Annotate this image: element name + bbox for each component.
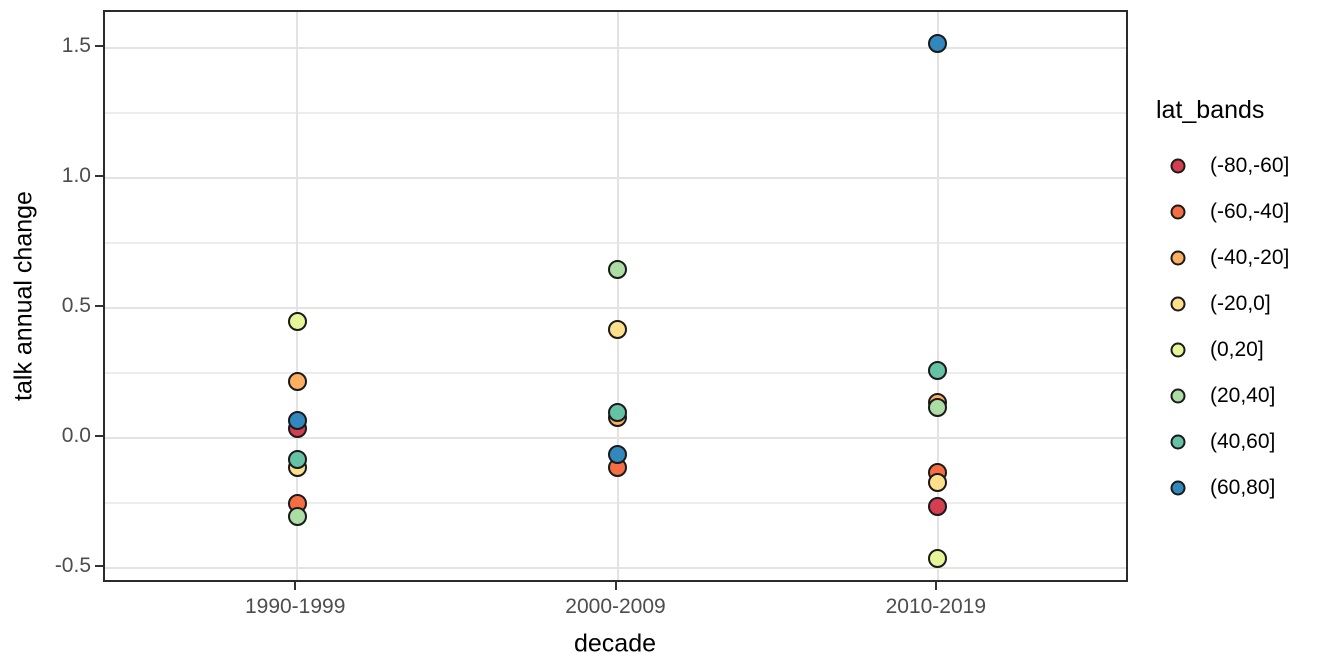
data-point: [928, 361, 948, 381]
data-point: [608, 444, 627, 464]
legend-items: (-80,-60] (-60,-40] (-40,-20] (-20,0] (0,20]…: [1156, 143, 1289, 511]
legend-item-label: (-80,-60]: [1210, 154, 1290, 177]
gridline-minor-horizontal: [105, 242, 1126, 245]
legend-item-label: (20,40]: [1210, 384, 1276, 407]
data-point: [287, 311, 307, 331]
gridline-major-vertical: [936, 12, 939, 580]
legend-key-icon: [1170, 296, 1186, 312]
legend-item: (0,20]: [1156, 327, 1336, 373]
gridline-major-vertical: [616, 12, 619, 580]
legend-item-label: (-60,-40]: [1210, 200, 1290, 223]
legend-item: (-20,0]: [1156, 281, 1336, 327]
legend-key-icon: [1170, 480, 1186, 496]
gridline-major-horizontal: [105, 567, 1126, 570]
legend-key-icon: [1170, 158, 1186, 174]
y-tick-label: 1.5: [61, 34, 91, 58]
data-point: [287, 410, 307, 430]
legend-item: (-60,-40]: [1156, 189, 1336, 235]
gridline-minor-horizontal: [105, 502, 1126, 505]
data-point: [608, 319, 627, 339]
y-tick-label: 0.5: [61, 294, 91, 318]
legend-item-label: (60,80]: [1210, 476, 1276, 499]
gridline-minor-horizontal: [105, 372, 1126, 375]
data-point: [928, 397, 948, 417]
data-point: [928, 548, 948, 568]
gridline-minor-horizontal: [105, 112, 1126, 115]
data-point: [287, 449, 307, 469]
legend-key-icon: [1170, 434, 1186, 450]
data-point: [928, 496, 948, 516]
data-point: [287, 506, 307, 526]
gridline-major-horizontal: [105, 177, 1126, 180]
legend-item-label: (40,60]: [1210, 430, 1276, 453]
data-point: [287, 371, 307, 391]
x-axis-tick: [934, 582, 937, 590]
legend-item-label: (-20,0]: [1210, 292, 1271, 315]
data-point: [608, 402, 627, 422]
legend-item: (-80,-60]: [1156, 143, 1336, 189]
plot-panel: [103, 10, 1128, 582]
gridline-major-horizontal: [105, 47, 1126, 50]
legend-key-icon: [1170, 342, 1186, 358]
data-point: [928, 473, 948, 493]
y-tick-label: 0.0: [61, 424, 91, 448]
x-tick-label: 2000-2009: [565, 595, 666, 618]
legend-item-label: (-40,-20]: [1210, 246, 1290, 269]
legend-key-icon: [1170, 250, 1186, 266]
legend-key-icon: [1170, 388, 1186, 404]
legend-item: (20,40]: [1156, 373, 1336, 419]
gridline-major-vertical: [296, 12, 299, 580]
x-tick-label: 2010-2019: [885, 595, 987, 618]
legend-item-label: (0,20]: [1210, 338, 1264, 361]
x-axis-title: decade: [573, 629, 657, 658]
x-axis-tick: [614, 582, 617, 590]
gridline-major-horizontal: [105, 307, 1126, 310]
legend-title: lat_bands: [1156, 96, 1265, 124]
legend-item: (-40,-20]: [1156, 235, 1336, 281]
x-axis-tick: [294, 582, 297, 590]
y-axis-tick: [95, 305, 103, 308]
y-axis-tick: [95, 45, 103, 48]
y-axis-title: talk annual change: [9, 191, 38, 401]
legend-item: (60,80]: [1156, 465, 1336, 511]
x-tick-label: 1990-1999: [244, 595, 346, 618]
legend-item: (40,60]: [1156, 419, 1336, 465]
y-tick-label: -0.5: [54, 554, 91, 578]
y-tick-label: 1.0: [61, 164, 91, 188]
data-point: [608, 259, 627, 279]
y-axis-tick: [95, 565, 103, 568]
data-point: [928, 33, 948, 53]
legend-key-icon: [1170, 204, 1186, 220]
y-axis-tick: [95, 435, 103, 438]
gridline-major-horizontal: [105, 437, 1126, 440]
legend: lat_bands (-80,-60] (-60,-40] (-40,-20] (-2…: [1156, 96, 1289, 511]
y-axis-tick: [95, 175, 103, 178]
